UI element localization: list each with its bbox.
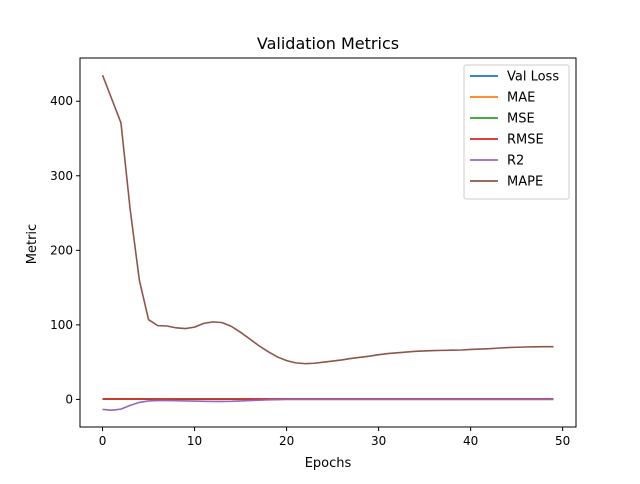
y-axis-label: Metric [25,224,40,264]
x-tick-label: 0 [99,434,107,448]
y-tick-label: 200 [50,243,73,257]
legend-label: R2 [507,154,524,169]
legend-label: Val Loss [507,70,559,85]
legend: Val Loss MAE MSE RMSE R2 MAPE [464,65,569,199]
x-tick-label: 20 [279,434,294,448]
y-tick-label: 400 [50,94,73,108]
x-tick-label: 50 [555,434,570,448]
legend-label: MAE [507,91,535,106]
legend-label: RMSE [507,133,544,148]
x-axis-label: Epochs [305,456,352,471]
y-tick-label: 100 [50,318,73,332]
x-tick-label: 30 [371,434,386,448]
legend-label: MAPE [507,175,543,190]
y-tick-label: 300 [50,169,73,183]
legend-label: MSE [507,112,535,127]
y-tick-label: 0 [65,392,73,406]
chart-title: Validation Metrics [257,34,399,53]
x-tick-label: 40 [463,434,478,448]
x-tick-label: 10 [187,434,202,448]
